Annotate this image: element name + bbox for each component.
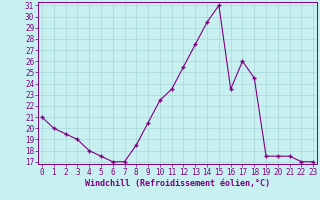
X-axis label: Windchill (Refroidissement éolien,°C): Windchill (Refroidissement éolien,°C) (85, 179, 270, 188)
